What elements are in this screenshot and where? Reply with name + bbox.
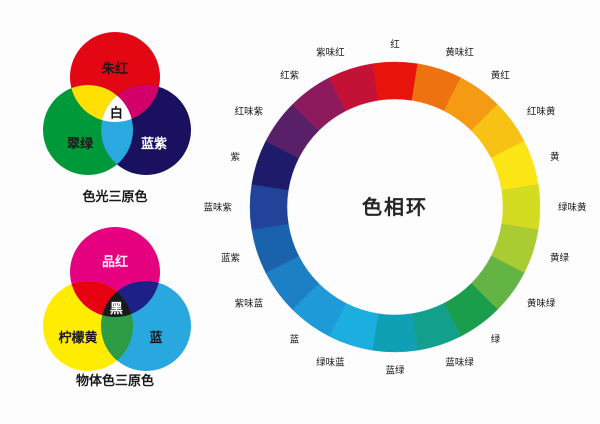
color-wheel-segment-label: 紫: [230, 152, 240, 163]
color-wheel-segment[interactable]: [249, 184, 289, 230]
color-wheel-segment[interactable]: [328, 63, 379, 112]
additive-venn-caption: 色光三原色: [82, 189, 147, 205]
color-wheel-segment-label: 黄味绿: [527, 297, 556, 309]
color-wheel-segments: [249, 61, 541, 353]
color-wheel-segment-label: 蓝: [290, 333, 300, 345]
color-wheel-segment-label: 黄红: [491, 70, 511, 82]
subtractive-venn-circles: [43, 227, 191, 371]
venn-overlap-white: [101, 85, 133, 122]
color-wheel-segment[interactable]: [372, 313, 418, 353]
venn-label-black-center: 黑: [110, 302, 123, 317]
color-wheel-segment[interactable]: [501, 184, 541, 230]
additive-venn-diagram: 朱红 翠绿 蓝紫 白 色光三原色: [43, 32, 191, 205]
overlap-all-clip-inner: [101, 85, 133, 122]
venn-label-magenta: 品红: [102, 254, 128, 270]
venn-label-red: 朱红: [101, 61, 128, 77]
color-wheel-segment-label: 红: [390, 39, 400, 51]
color-wheel-segment-label: 黄绿: [550, 252, 570, 264]
color-wheel-segment-label: 绿味蓝: [316, 357, 345, 369]
color-wheel-segment-label: 红味紫: [235, 106, 264, 118]
color-wheel-segment-label: 绿味黄: [558, 202, 587, 214]
color-wheel-segment-label: 蓝味绿: [445, 357, 474, 369]
subtractive-venn-caption: 物体色三原色: [76, 373, 154, 389]
subtractive-venn-diagram: 品红 柠檬黄 蓝 黑 物体色三原色: [43, 227, 191, 389]
color-wheel-segment-label: 黄: [550, 151, 560, 163]
color-wheel-segment-label: 红味黄: [527, 106, 556, 118]
overlap-all-black-clip-inner: [101, 281, 133, 317]
color-wheel-center-label: 色相环: [362, 195, 428, 219]
color-wheel-segment-label: 红紫: [280, 70, 300, 82]
color-wheel-segment-label: 蓝绿: [385, 365, 405, 377]
venn-label-cyan: 蓝: [149, 330, 162, 346]
additive-venn-circles: [43, 32, 191, 175]
venn-label-green: 翠绿: [67, 136, 94, 152]
color-wheel-segment-label: 蓝味紫: [203, 202, 232, 214]
overlap-all-clip-outer: [101, 85, 133, 122]
color-wheel-segment-label: 紫味蓝: [235, 297, 264, 309]
venn-label-yellow: 柠檬黄: [58, 330, 97, 346]
color-wheel-segment-label: 紫味红: [316, 46, 345, 58]
overlap-all-black-clip-outer: [101, 281, 133, 317]
color-wheel-segment-label: 蓝紫: [221, 252, 241, 264]
venn-label-blue: 蓝紫: [141, 136, 167, 152]
color-wheel-segment[interactable]: [372, 61, 418, 101]
color-wheel-segment-label: 绿: [491, 333, 501, 345]
venn-overlap-black: [101, 281, 133, 317]
color-wheel-segment-label: 黄味红: [445, 46, 474, 58]
venn-label-white-center: 白: [110, 105, 123, 121]
